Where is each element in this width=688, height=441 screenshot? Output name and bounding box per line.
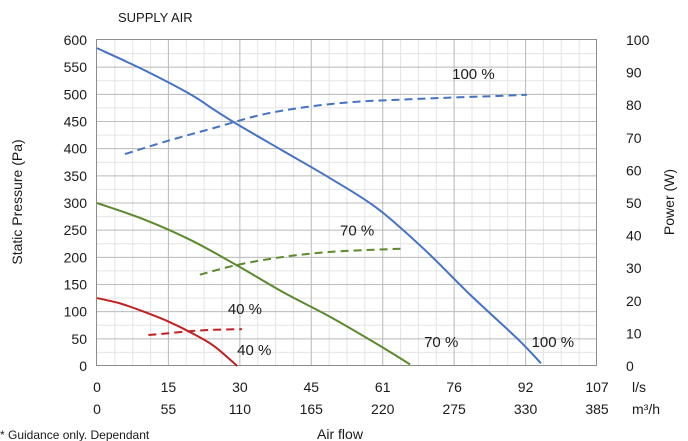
- x-primary-tick-label: 0: [93, 379, 101, 395]
- y-left-tick-label: 600: [64, 32, 88, 48]
- y-axis-right-label: Power (W): [661, 169, 677, 235]
- y-left-tick-label: 150: [64, 277, 88, 293]
- y-right-tick-label: 60: [626, 162, 642, 178]
- x-axis-label: Air flow: [317, 426, 364, 441]
- x-primary-tick-label: 76: [446, 379, 462, 395]
- y-left-tick-label: 400: [64, 141, 88, 157]
- y-right-tick-label: 40: [626, 228, 642, 244]
- x-secondary-tick-label: 385: [585, 401, 609, 417]
- axes: [96, 39, 597, 366]
- series-line-40-power: [148, 328, 242, 337]
- y-left-tick-label: 350: [64, 168, 88, 184]
- x-secondary-tick-label: 275: [442, 401, 466, 417]
- series-label-100-pressure: 100 %: [532, 334, 575, 351]
- series-label-40-pressure: 40 %: [237, 342, 271, 359]
- series-label-70-power: 70 %: [340, 223, 374, 240]
- chart-title: SUPPLY AIR: [118, 10, 193, 25]
- x-primary-tick-label: 45: [303, 379, 319, 395]
- y-right-tick-label: 70: [626, 130, 642, 146]
- tick-labels: 0501001502002503003504004505005506000102…: [64, 32, 650, 417]
- series-line-100-pressure: [96, 47, 542, 364]
- y-left-tick-label: 550: [64, 59, 88, 75]
- footnote: * Guidance only. Dependant: [0, 428, 150, 441]
- y-left-tick-label: 250: [64, 222, 88, 238]
- series-line-70-power: [199, 247, 406, 276]
- y-left-tick-label: 500: [64, 86, 88, 102]
- series-line-40-pressure: [96, 297, 238, 367]
- y-left-tick-label: 50: [71, 331, 87, 347]
- y-axis-left-label: Static Pressure (Pa): [9, 139, 25, 264]
- y-right-tick-label: 50: [626, 195, 642, 211]
- series-labels: 100 % 70 % 40 % 100 % 70 % 40 %: [228, 66, 574, 359]
- grid: [97, 40, 597, 366]
- y-left-tick-label: 0: [79, 358, 87, 374]
- series-label-40-power: 40 %: [228, 301, 262, 318]
- y-right-tick-label: 90: [626, 65, 642, 81]
- series-label-100-power: 100 %: [452, 66, 495, 83]
- y-left-tick-label: 300: [64, 195, 88, 211]
- x-unit-secondary: m³/h: [632, 401, 660, 417]
- x-primary-tick-label: 61: [375, 379, 391, 395]
- series-line-70-pressure: [96, 202, 411, 366]
- plot-area-frame: [96, 39, 597, 366]
- y-left-tick-label: 200: [64, 249, 88, 265]
- y-left-tick-label: 100: [64, 304, 88, 320]
- y-right-tick-label: 80: [626, 97, 642, 113]
- y-left-tick-label: 450: [64, 114, 88, 130]
- y-right-tick-label: 20: [626, 293, 642, 309]
- x-primary-tick-label: 92: [518, 379, 534, 395]
- y-right-tick-label: 30: [626, 260, 642, 276]
- x-secondary-tick-label: 220: [371, 401, 395, 417]
- series-label-70-pressure: 70 %: [424, 334, 458, 351]
- x-secondary-tick-label: 55: [161, 401, 177, 417]
- x-secondary-tick-label: 165: [300, 401, 324, 417]
- x-primary-tick-label: 30: [232, 379, 248, 395]
- x-unit-primary: l/s: [632, 379, 646, 395]
- x-secondary-tick-label: 330: [514, 401, 538, 417]
- y-right-tick-label: 10: [626, 325, 642, 341]
- y-right-tick-label: 100: [626, 32, 650, 48]
- y-right-tick-label: 0: [626, 358, 634, 374]
- x-secondary-tick-label: 0: [93, 401, 101, 417]
- x-primary-tick-label: 107: [585, 379, 609, 395]
- series-line-100-power: [124, 93, 527, 156]
- x-primary-tick-label: 15: [161, 379, 177, 395]
- series-lines: [96, 47, 542, 367]
- x-secondary-tick-label: 110: [229, 401, 252, 417]
